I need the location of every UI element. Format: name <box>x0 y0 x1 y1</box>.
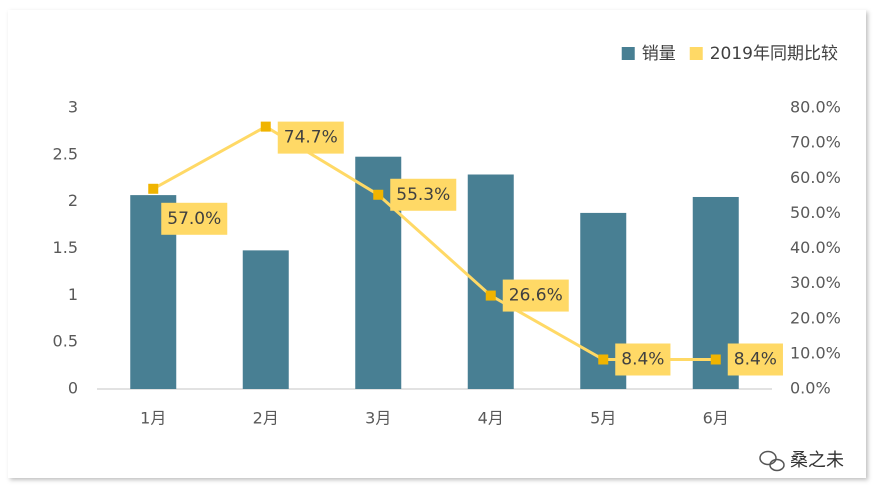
data-label: 8.4% <box>621 349 664 369</box>
legend-label: 2019年同期比较 <box>710 44 838 64</box>
data-label-box <box>502 279 569 312</box>
y-tick-label: 2 <box>68 191 78 210</box>
data-label-box <box>390 178 457 211</box>
y-tick-label: 0 <box>68 379 78 398</box>
marker <box>710 354 721 365</box>
y2-tick-label: 20.0% <box>790 308 841 327</box>
legend-swatch <box>621 47 635 60</box>
y-tick-label: 0.5 <box>53 332 78 351</box>
y2-tick-label: 50.0% <box>790 203 841 222</box>
data-label-box <box>615 343 671 376</box>
y2-tick-label: 60.0% <box>790 168 841 187</box>
data-label-box <box>727 343 783 376</box>
x-tick-label: 2月 <box>253 409 279 428</box>
data-label: 8.4% <box>734 349 777 369</box>
data-label-box <box>277 121 344 154</box>
marker <box>260 121 271 132</box>
marker <box>148 183 159 194</box>
y2-tick-label: 70.0% <box>790 133 841 152</box>
marker <box>373 189 384 200</box>
bar <box>242 250 289 389</box>
y-tick-label: 1.5 <box>53 238 78 257</box>
wechat-icon <box>759 450 785 472</box>
x-tick-label: 6月 <box>703 409 729 428</box>
legend-label: 销量 <box>642 44 676 64</box>
x-tick-label: 5月 <box>590 409 616 428</box>
data-label: 26.6% <box>509 286 563 306</box>
y-tick-label: 3 <box>68 98 78 117</box>
data-label: 57.0% <box>167 209 221 229</box>
y2-tick-label: 40.0% <box>790 238 841 257</box>
y-tick-label: 1 <box>68 285 78 304</box>
marker <box>485 290 496 301</box>
x-tick-label: 4月 <box>478 409 504 428</box>
x-tick-label: 3月 <box>365 409 391 428</box>
y2-tick-label: 30.0% <box>790 273 841 292</box>
watermark: 桑之未 <box>790 450 844 471</box>
x-tick-label: 1月 <box>140 409 166 428</box>
y2-tick-label: 0.0% <box>790 379 831 398</box>
data-label: 55.3% <box>396 185 450 205</box>
y2-tick-label: 80.0% <box>790 98 841 117</box>
marker <box>598 354 609 365</box>
y2-tick-label: 10.0% <box>790 343 841 362</box>
y-tick-label: 2.5 <box>53 144 78 163</box>
data-label: 74.7% <box>284 128 338 148</box>
legend-swatch <box>689 47 703 60</box>
data-label-box <box>161 202 228 235</box>
